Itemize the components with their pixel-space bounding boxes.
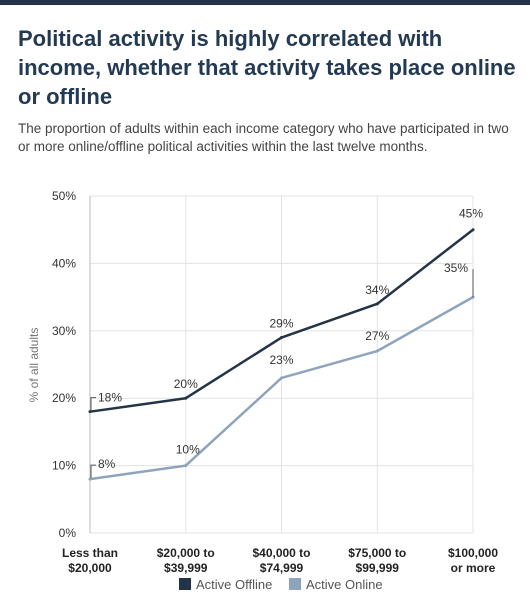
x-tick-label: Less than $20,000 [62,546,118,575]
data-label: 10% [176,443,200,457]
chart-title: Political activity is highly correlated … [18,26,516,109]
y-tick-label: 0% [59,526,77,540]
label-leader [90,464,96,479]
data-label: 8% [98,457,116,471]
data-point [184,464,188,468]
data-label: 23% [269,353,293,367]
top-accent-bar [0,0,530,5]
data-label: 18% [98,391,122,405]
x-tick-label: $20,000 to $39,999 [157,546,215,575]
y-tick-label: 20% [52,391,76,405]
data-label: 27% [365,329,389,343]
data-label: 35% [444,261,468,275]
data-label: 20% [174,377,198,391]
y-tick-label: 40% [52,256,76,270]
y-tick-label: 50% [52,189,76,203]
x-tick-label: $100,000 or more [448,546,498,575]
data-point [375,302,379,306]
legend-label: Active Offline [196,577,272,592]
data-label: 45% [459,207,483,221]
data-point [280,376,283,380]
label-leader [90,397,96,411]
y-tick-label: 10% [52,459,76,473]
data-point [88,477,92,481]
data-point [471,228,475,232]
data-point [184,396,188,400]
data-point [88,410,92,414]
x-tick-label: $40,000 to $74,999 [252,546,310,575]
y-tick-label: 30% [52,324,76,338]
legend-swatch [289,578,301,590]
legend-swatch [179,578,191,590]
x-tick-label: $75,000 to $99,999 [348,546,406,575]
data-point [280,336,283,340]
y-axis-label: % of all adults [27,328,41,403]
chart-subtitle: The proportion of adults within each inc… [18,121,509,154]
data-label: 34% [365,283,389,297]
data-point [375,349,379,353]
data-label: 29% [269,317,293,331]
legend-label: Active Online [306,577,383,592]
